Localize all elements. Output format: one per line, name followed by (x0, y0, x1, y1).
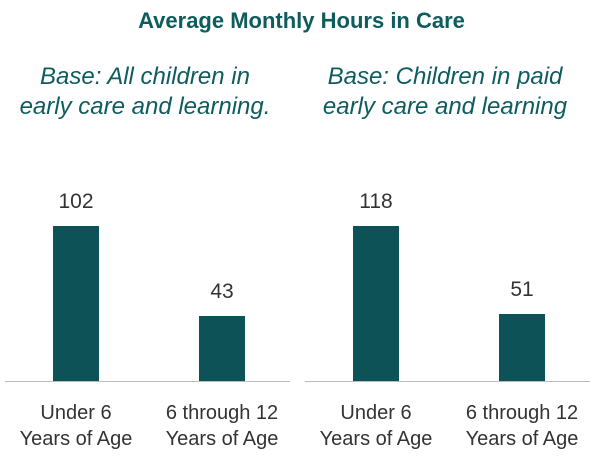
category-label: 6 through 12 Years of Age (165, 402, 279, 450)
bar (499, 314, 545, 381)
value-label: 118 (359, 190, 393, 213)
baseline (305, 381, 590, 382)
bar (199, 315, 245, 381)
baseline (5, 381, 290, 382)
title: Average Monthly Hours in Care (138, 8, 465, 33)
subtitle: Base: All children in early care and lea… (19, 63, 271, 120)
bar (353, 226, 399, 381)
category-label: 6 through 12 Years of Age (465, 402, 579, 450)
value-label: 102 (58, 190, 94, 213)
value-label: 51 (510, 278, 534, 301)
category-label: Under 6 Years of Age (319, 402, 433, 450)
category-label: Under 6 Years of Age (19, 402, 133, 450)
subtitle: Base: Children in paid early care and le… (322, 63, 568, 120)
bar (53, 226, 99, 381)
value-label: 43 (210, 279, 234, 303)
